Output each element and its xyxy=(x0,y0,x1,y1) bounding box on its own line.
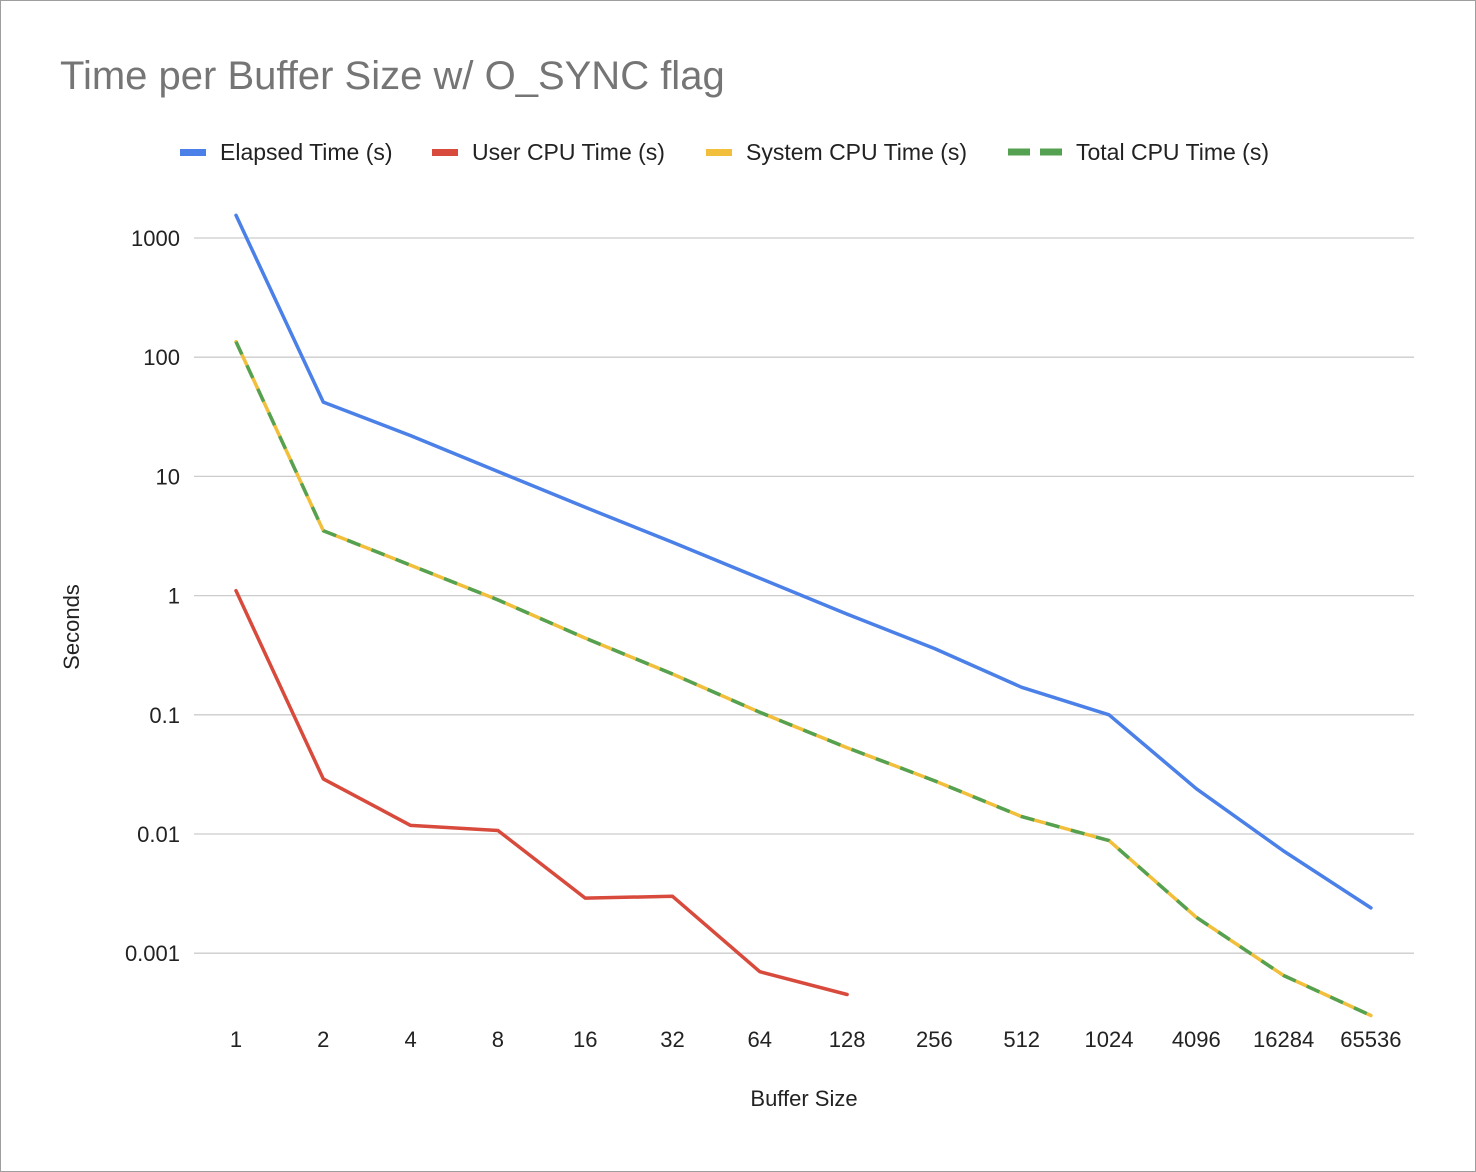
x-tick-label-5: 32 xyxy=(660,1027,684,1052)
x-tick-labels: 1 2 4 8 16 32 64 128 256 512 1024 4096 16284 65536 xyxy=(230,1027,1402,1052)
y-tick-label-1: 100 xyxy=(143,345,180,370)
series-lines xyxy=(234,213,1373,1018)
y-tick-label-2: 10 xyxy=(156,464,180,489)
y-tick-label-6: 0.001 xyxy=(125,941,180,966)
legend-swatch-user-cpu xyxy=(432,148,458,156)
x-axis-label: Buffer Size xyxy=(750,1086,858,1111)
legend-swatch-elapsed xyxy=(180,148,206,156)
y-tick-label-3: 1 xyxy=(168,584,180,609)
x-tick-label-9: 512 xyxy=(1003,1027,1040,1052)
x-tick-label-10: 1024 xyxy=(1085,1027,1134,1052)
x-tick-label-0: 1 xyxy=(230,1027,242,1052)
x-tick-label-12: 16284 xyxy=(1253,1027,1314,1052)
y-axis-label: Seconds xyxy=(59,584,84,670)
x-tick-label-1: 2 xyxy=(317,1027,329,1052)
y-tick-label-5: 0.01 xyxy=(137,822,180,847)
chart-legend: Elapsed Time (s) User CPU Time (s) Syste… xyxy=(0,132,1476,172)
x-tick-label-4: 16 xyxy=(573,1027,597,1052)
legend-swatch-total-cpu xyxy=(1008,148,1062,156)
series-line-0 xyxy=(234,213,1373,910)
legend-label-elapsed: Elapsed Time (s) xyxy=(220,138,393,165)
x-tick-label-7: 128 xyxy=(829,1027,866,1052)
legend-item-system-cpu[interactable]: System CPU Time (s) xyxy=(706,132,967,172)
x-tick-label-6: 64 xyxy=(748,1027,772,1052)
y-tick-labels: 1000 100 10 1 0.1 0.01 0.001 xyxy=(125,226,180,966)
x-tick-label-2: 4 xyxy=(404,1027,416,1052)
legend-item-total-cpu[interactable]: Total CPU Time (s) xyxy=(1008,132,1269,172)
x-tick-label-13: 65536 xyxy=(1340,1027,1401,1052)
series-line-1 xyxy=(234,588,849,997)
x-tick-label-3: 8 xyxy=(492,1027,504,1052)
legend-item-elapsed[interactable]: Elapsed Time (s) xyxy=(180,132,393,172)
legend-swatch-system-cpu xyxy=(706,148,732,156)
y-tick-label-0: 1000 xyxy=(131,226,180,251)
legend-label-total-cpu: Total CPU Time (s) xyxy=(1076,138,1269,165)
x-tick-label-8: 256 xyxy=(916,1027,953,1052)
legend-label-system-cpu: System CPU Time (s) xyxy=(746,138,968,165)
legend-item-user-cpu[interactable]: User CPU Time (s) xyxy=(432,132,665,172)
chart-title: Time per Buffer Size w/ O_SYNC flag xyxy=(60,54,725,98)
series-line-3 xyxy=(234,340,1372,1018)
series-line-2 xyxy=(234,339,1373,1018)
x-tick-label-11: 4096 xyxy=(1172,1027,1221,1052)
y-tick-label-4: 0.1 xyxy=(149,703,180,728)
legend-label-user-cpu: User CPU Time (s) xyxy=(472,138,665,165)
